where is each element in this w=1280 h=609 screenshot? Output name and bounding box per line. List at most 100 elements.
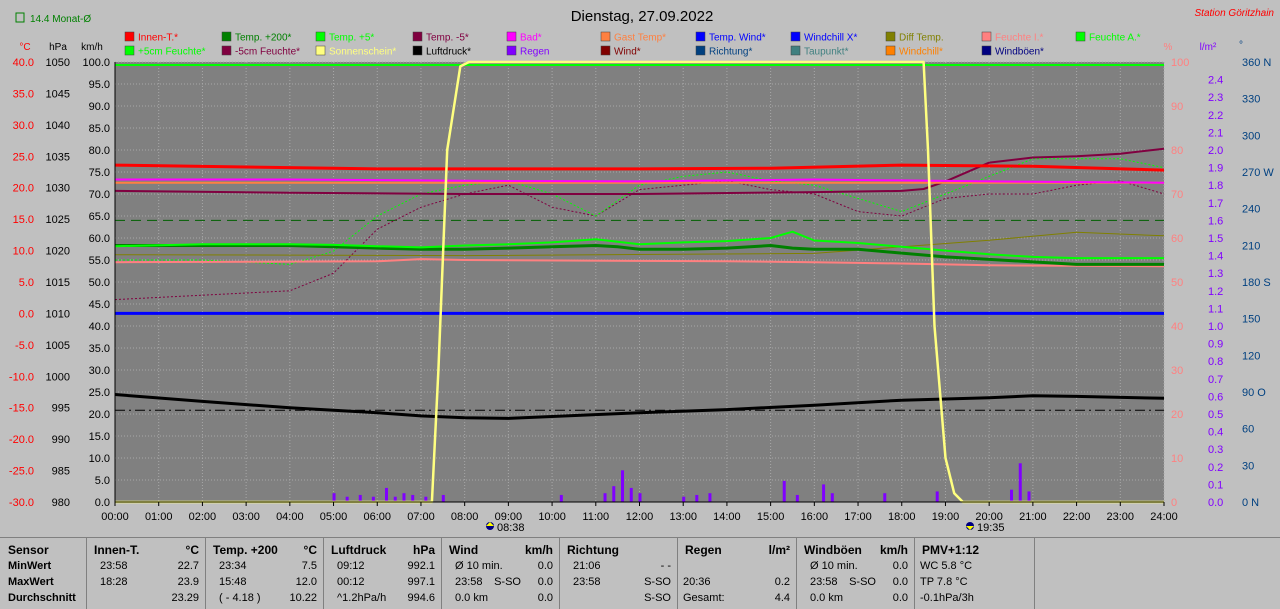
stats-cell-value: 0.0 — [892, 560, 908, 572]
legend-swatch-gast-temp — [600, 31, 611, 42]
sunrise-time: 08:38 — [497, 522, 525, 534]
legend-label-temp-5: Temp. -5* — [426, 33, 469, 44]
pressure-tick-label: 980 — [52, 497, 70, 509]
sunrise-sun-icon — [486, 522, 494, 526]
temp-tick-label: 10.0 — [13, 246, 34, 258]
direction-tick-label: 270 W — [1242, 167, 1274, 179]
legend: Innen-T.* Temp. +200* Temp. +5* Temp. -5* Ba… — [124, 31, 1141, 58]
direction-tick-label: 0 N — [1242, 497, 1259, 509]
stats-cell-value: 992.1 — [407, 560, 435, 572]
temp-tick-label: 5.0 — [19, 277, 34, 289]
legend-label-feuchte-a: Feuchte A.* — [1089, 33, 1141, 44]
rain-tick-label: 1.0 — [1208, 321, 1223, 333]
time-tick-label: 12:00 — [626, 511, 654, 523]
humidity-tick-label: 80 — [1171, 145, 1183, 157]
stats-max-label: MaxWert — [8, 576, 54, 588]
series-5cm-feuchte — [114, 180, 1165, 301]
time-tick-label: 19:00 — [932, 511, 960, 523]
time-tick-label: 07:00 — [407, 511, 435, 523]
time-tick-label: 06:00 — [363, 511, 391, 523]
speed-tick-label: 10.0 — [89, 453, 110, 465]
stats-cell-label: 20:36 — [683, 576, 711, 588]
time-tick-label: 13:00 — [669, 511, 697, 523]
rain-tick-label: 0.6 — [1208, 391, 1223, 403]
speed-tick-label: 45.0 — [89, 299, 110, 311]
time-tick-label: 03:00 — [232, 511, 260, 523]
rain-tick-label: 0.9 — [1208, 339, 1223, 351]
stats-cell-value: 4.4 — [774, 592, 790, 604]
legend-swatch-richtung — [695, 45, 706, 56]
humidity-tick-label: 100 — [1171, 57, 1189, 69]
unit-rain: l/m² — [1200, 42, 1217, 53]
station-name: Station Göritzhain — [1195, 8, 1275, 19]
unit-degree: ° — [1239, 40, 1243, 51]
stats-cell-label: Ø 10 min. — [455, 560, 503, 572]
pressure-tick-label: 995 — [52, 403, 70, 415]
temp-tick-label: -25.0 — [9, 466, 34, 478]
rain-tick-label: 2.2 — [1208, 110, 1223, 122]
legend-label-diff-temp: Diff Temp. — [899, 33, 944, 44]
legend-swatch-luftdruck — [412, 45, 423, 56]
rain-bar — [441, 494, 445, 502]
time-tick-label: 17:00 — [844, 511, 872, 523]
time-tick-label: 09:00 — [495, 511, 523, 523]
stats-cell-label: TP 7.8 °C — [920, 576, 968, 588]
rain-tick-label: 0.5 — [1208, 409, 1223, 421]
stats-group-title: Windböen — [804, 543, 862, 557]
time-tick-label: 23:00 — [1107, 511, 1135, 523]
stats-group-title: PMV+1:12 — [922, 543, 980, 557]
rain-tick-label: 1.5 — [1208, 233, 1223, 245]
stats-group-title: Richtung — [567, 543, 619, 557]
temp-tick-label: 15.0 — [13, 214, 34, 226]
stats-cell-label: WC 5.8 °C — [920, 560, 973, 572]
stats-cell-label: 23:58 — [455, 576, 483, 588]
stats-group-title: Regen — [685, 543, 722, 557]
stats-cell-label: 09:12 — [337, 560, 365, 572]
speed-tick-label: 60.0 — [89, 233, 110, 245]
rain-bar — [782, 480, 786, 502]
time-tick-label: 04:00 — [276, 511, 304, 523]
rain-bar — [393, 496, 397, 502]
direction-tick-label: 120 — [1242, 350, 1260, 362]
rain-tick-label: 1.1 — [1208, 303, 1223, 315]
legend-label-regen: Regen — [520, 47, 549, 58]
legend-label-temp-200: Temp. +200* — [235, 33, 292, 44]
rain-bar — [345, 496, 349, 502]
temp-tick-label: 25.0 — [13, 151, 34, 163]
stats-min-label: MinWert — [8, 560, 52, 572]
speed-tick-label: 70.0 — [89, 189, 110, 201]
time-tick-label: 10:00 — [538, 511, 566, 523]
stats-cell-value: 0.0 — [537, 592, 553, 604]
rain-bar — [708, 493, 712, 502]
stats-group-unit: km/h — [524, 543, 553, 557]
rain-bar — [1018, 463, 1022, 502]
rain-bar — [1027, 491, 1031, 502]
legend-label-taupunkt: Taupunkt* — [804, 47, 849, 58]
stats-cell-value: 994.6 — [407, 592, 435, 604]
rain-bar — [682, 496, 686, 502]
rain-bar — [559, 494, 563, 502]
axes-layer: 40.0 35.0 30.0 25.0 20.0 15.0 10.0 5.0 0.0 -5.0 -1… — [9, 57, 1274, 523]
rain-bar — [1010, 489, 1014, 502]
pressure-tick-label: 990 — [52, 434, 70, 446]
legend-label-bad: Bad* — [520, 33, 542, 44]
stats-group-title: Temp. +200 — [213, 543, 278, 557]
stats-cell-label: 23:58 — [100, 560, 128, 572]
temp-tick-label: 30.0 — [13, 120, 34, 132]
direction-tick-label: 60 — [1242, 424, 1254, 436]
rain-bar — [424, 496, 428, 502]
legend-label-feuchte-i: Feuchte I.* — [995, 33, 1043, 44]
rain-bar — [411, 494, 415, 502]
rain-tick-label: 2.4 — [1208, 75, 1223, 87]
stats-cell-label: ^1.2hPa/h — [337, 592, 387, 604]
speed-tick-label: 95.0 — [89, 79, 110, 91]
stats-group-unit: °C — [185, 543, 199, 557]
unit-kmh: km/h — [81, 42, 103, 53]
speed-tick-label: 85.0 — [89, 123, 110, 135]
time-tick-label: 01:00 — [145, 511, 173, 523]
pressure-tick-label: 1000 — [46, 371, 70, 383]
humidity-tick-label: 50 — [1171, 277, 1183, 289]
stats-group-title: Wind — [449, 543, 479, 557]
stats-group-unit: km/h — [879, 543, 908, 557]
series-temp-200 — [115, 244, 1164, 266]
